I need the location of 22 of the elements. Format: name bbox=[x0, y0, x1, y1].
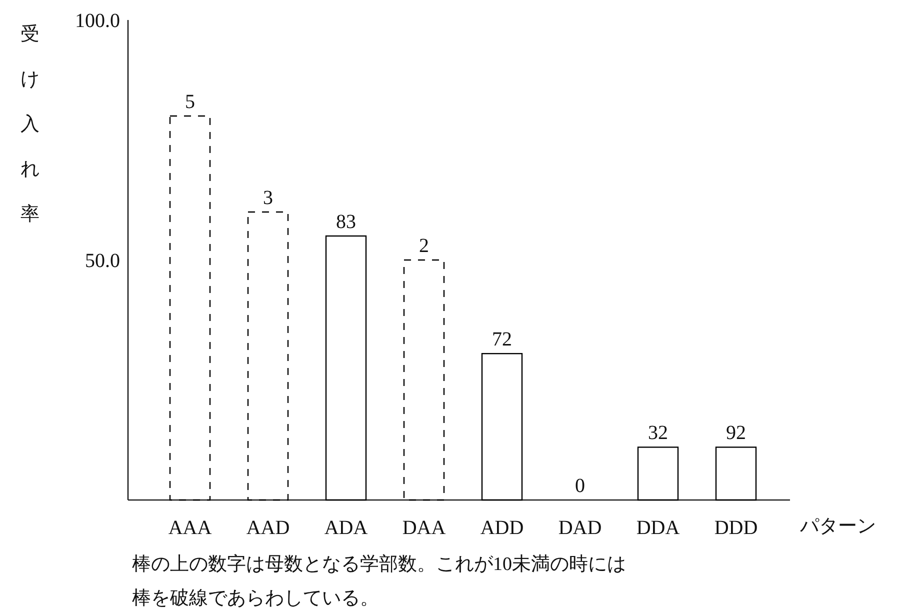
annotation: 0 bbox=[575, 475, 585, 497]
xtick: AAA bbox=[168, 517, 212, 539]
annotation: 32 bbox=[648, 422, 668, 444]
xtick: DAD bbox=[558, 517, 602, 539]
xtick: DDA bbox=[636, 517, 680, 539]
xtick: DAA bbox=[402, 517, 446, 539]
annotation: 92 bbox=[726, 422, 746, 444]
xtick: AAD bbox=[246, 517, 290, 539]
xlabel: パターン bbox=[800, 516, 876, 537]
xtick: ADA bbox=[324, 517, 368, 539]
ytick: 50.0 bbox=[85, 250, 120, 272]
xtick: ADD bbox=[480, 517, 524, 539]
xtick: DDD bbox=[714, 517, 758, 539]
annotation: 5 bbox=[185, 91, 195, 113]
annotation: 2 bbox=[419, 235, 429, 257]
ytick: 100.0 bbox=[75, 10, 120, 32]
ylabel: 受け入れ率 bbox=[20, 24, 40, 225]
annotation: 棒を破線であらわしている。 bbox=[132, 588, 379, 609]
annotation: 83 bbox=[336, 211, 356, 233]
annotation: 3 bbox=[263, 187, 273, 209]
annotation: 72 bbox=[492, 328, 512, 351]
annotation: 棒の上の数字は母数となる学部数。これが10未満の時には bbox=[132, 554, 626, 575]
